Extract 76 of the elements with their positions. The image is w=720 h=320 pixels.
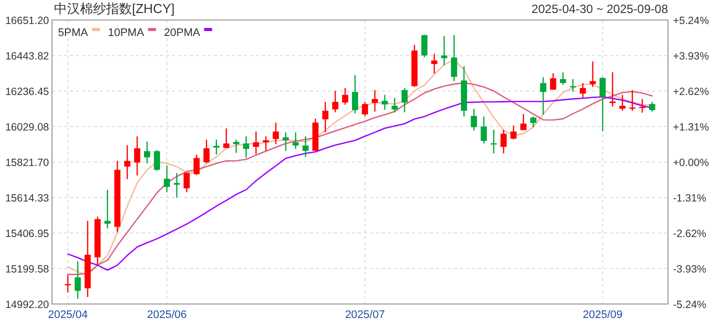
candlestick [580, 82, 586, 98]
y2-tick-label: -1.31% [673, 192, 706, 204]
candlestick [243, 136, 250, 158]
candlestick [272, 122, 279, 145]
candlestick [560, 72, 566, 86]
y-tick-label: 16651.20 [5, 15, 50, 27]
candlestick [590, 60, 596, 88]
candlestick [421, 34, 428, 58]
candlestick [609, 72, 616, 108]
candlestick [480, 116, 487, 144]
candlestick [164, 165, 170, 193]
candlestick [520, 113, 526, 131]
candlestick [302, 136, 309, 158]
candlestick [332, 90, 338, 113]
legend-label: 10PMA [108, 27, 145, 39]
candlestick [342, 87, 348, 106]
candlestick [74, 260, 81, 300]
candlestick [470, 108, 477, 132]
candlestick [550, 72, 556, 90]
x-tick-label: 2025/09 [582, 309, 623, 320]
y2-tick-label: +5.24% [673, 15, 709, 27]
candlestick [292, 132, 299, 150]
y2-tick-label: +1.31% [673, 122, 709, 134]
y2-tick-label: -5.24% [673, 299, 706, 311]
candlestick [352, 74, 358, 114]
candlestick [322, 101, 328, 133]
candlestick [570, 78, 576, 92]
candlestick [144, 140, 150, 164]
candlestick [600, 76, 606, 132]
y-tick-label: 15406.95 [5, 228, 50, 240]
candlestick [184, 172, 190, 193]
candlestick [639, 98, 646, 114]
candlestick [252, 130, 260, 155]
y-tick-label: 16236.45 [5, 86, 50, 98]
candlestick [649, 101, 656, 112]
candlestick [431, 53, 438, 74]
candlestick [174, 172, 180, 198]
candlestick [124, 144, 130, 180]
candlestick [203, 139, 210, 164]
x-tick-label: 2025/06 [147, 309, 187, 320]
y-tick-label: 16029.08 [5, 122, 50, 134]
candlestick [401, 87, 408, 113]
candlestick [154, 150, 160, 172]
y-tick-label: 15199.58 [5, 264, 50, 276]
y2-tick-label: -3.93% [673, 264, 706, 276]
candlestick [134, 136, 140, 176]
candlestick [500, 129, 507, 154]
candlestick [530, 116, 536, 128]
y2-tick-label: +3.93% [673, 50, 709, 62]
x-tick-label: 2025/07 [345, 309, 385, 320]
candlestick [451, 34, 458, 82]
y2-tick-label: +2.62% [673, 86, 709, 98]
candlestick [540, 76, 546, 116]
candlestick [223, 128, 230, 149]
candlestick [392, 97, 398, 113]
candlestick [194, 154, 200, 176]
candlestick [233, 139, 240, 154]
chart-title: 中汉棉纱指数[ZHCY] [54, 1, 175, 16]
legend-label: 20PMA [164, 27, 201, 39]
candlestick [510, 124, 517, 140]
candlestick [372, 89, 378, 112]
x-tick-label: 2025/04 [48, 309, 88, 320]
y2-tick-label: -2.62% [673, 228, 706, 240]
candlestick [382, 94, 388, 110]
y-tick-label: 15614.33 [5, 192, 50, 204]
chart-subtitle: 2025-04-30 ~ 2025-09-08 [532, 2, 668, 16]
y-tick-label: 15821.70 [5, 157, 50, 169]
candlestick [362, 101, 368, 117]
candlestick [262, 136, 269, 152]
legend-label: 5PMA [58, 27, 89, 39]
y2-tick-label: +0.00% [673, 157, 709, 169]
candlestick [490, 129, 497, 154]
candlestick [282, 132, 289, 152]
y-tick-label: 16443.82 [5, 50, 50, 62]
candlestick [441, 36, 448, 66]
y-tick-label: 14992.20 [5, 299, 50, 311]
